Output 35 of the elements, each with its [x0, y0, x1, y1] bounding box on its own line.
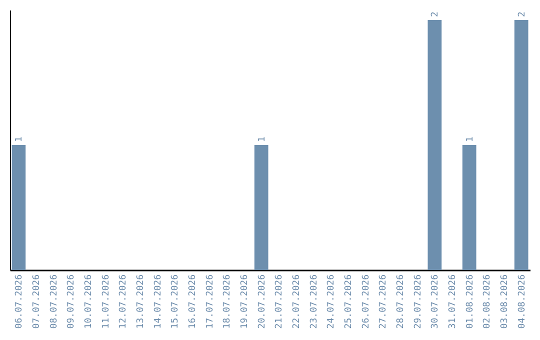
x-tick-label: 10.07.2026 — [84, 274, 94, 329]
x-tick-label: 23.07.2026 — [309, 274, 320, 329]
x-tick-label: 13.07.2026 — [136, 274, 146, 329]
x-tick-label: 01.08.2026 — [465, 274, 476, 329]
x-tick-label: 04.08.2026 — [517, 274, 528, 329]
x-tick-label: 26.07.2026 — [361, 274, 372, 329]
x-tick-label: 30.07.2026 — [430, 274, 441, 329]
x-tick-label: 14.07.2026 — [153, 274, 164, 329]
x-tick-label: 21.07.2026 — [274, 274, 285, 329]
x-tick-label: 11.07.2026 — [101, 274, 112, 329]
x-tick-label: 08.07.2026 — [49, 274, 60, 329]
x-tick-label: 16.07.2026 — [188, 274, 198, 329]
x-tick-label: 17.07.2026 — [205, 274, 216, 329]
data-label: 2 — [430, 12, 441, 17]
data-label: 2 — [517, 12, 528, 17]
x-tick-label: 20.07.2026 — [257, 274, 268, 329]
x-tick-label: 27.07.2026 — [378, 274, 389, 329]
x-tick-label: 06.07.2026 — [14, 274, 25, 329]
x-tick-label: 07.07.2026 — [32, 274, 42, 329]
x-tick-label: 18.07.2026 — [222, 274, 233, 329]
x-tick-label: 24.07.2026 — [326, 274, 337, 329]
data-label: 1 — [14, 136, 25, 142]
x-tick-label: 12.07.2026 — [118, 274, 129, 329]
x-tick-label: 19.07.2026 — [240, 274, 250, 329]
x-tick-label: 31.07.2026 — [448, 274, 458, 329]
x-tick-label: 22.07.2026 — [292, 274, 302, 329]
x-tick-label: 03.08.2026 — [500, 274, 510, 329]
x-tick-label: 09.07.2026 — [66, 274, 77, 329]
x-tick-label: 29.07.2026 — [413, 274, 424, 329]
x-tick-label: 25.07.2026 — [344, 274, 354, 329]
data-label: 1 — [465, 136, 476, 142]
x-tick-label: 02.08.2026 — [482, 274, 493, 329]
x-tick-label: 28.07.2026 — [396, 274, 406, 329]
x-tick-label: 15.07.2026 — [170, 274, 181, 329]
data-label: 1 — [257, 136, 268, 142]
